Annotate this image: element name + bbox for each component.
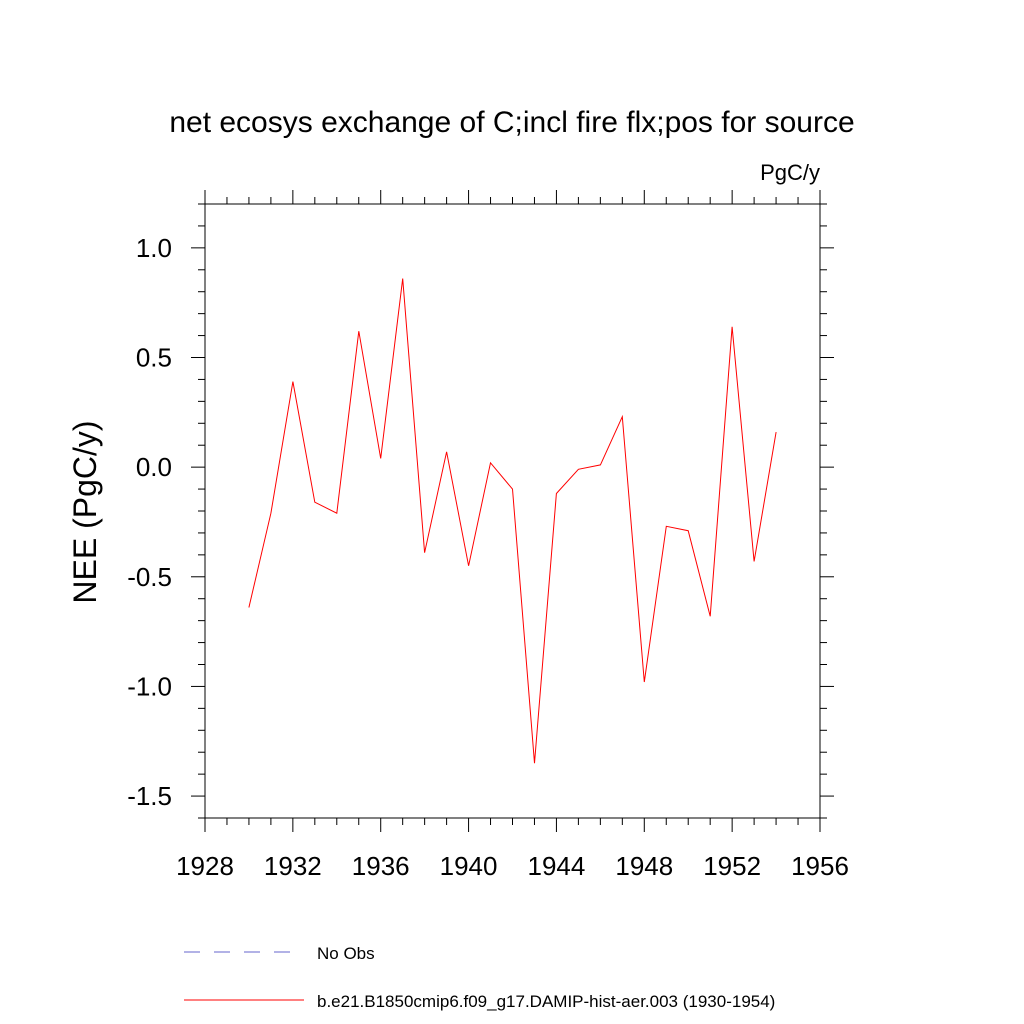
- y-tick-label: -1.0: [127, 671, 172, 701]
- y-tick-label: 0.5: [136, 343, 172, 373]
- x-tick-label: 1928: [176, 851, 234, 881]
- x-tick-label: 1952: [703, 851, 761, 881]
- x-tick-label: 1944: [528, 851, 586, 881]
- plot-area-frame: [204, 203, 821, 819]
- x-tick-label: 1948: [615, 851, 673, 881]
- legend: No Obs b.e21.B1850cmip6.f09_g17.DAMIP-his…: [184, 944, 775, 1011]
- chart-title: net ecosys exchange of C;incl fire flx;p…: [169, 106, 854, 139]
- x-tick-label: 1956: [791, 851, 849, 881]
- y-tick-label: -0.5: [127, 562, 172, 592]
- y-axis-label: NEE (PgC/y): [67, 420, 103, 603]
- legend-label: b.e21.B1850cmip6.f09_g17.DAMIP-hist-aer.…: [317, 992, 775, 1011]
- y-tick-label: -1.5: [127, 781, 172, 811]
- axis-tick-labels: 1928 1932 1936 1940 1944 1948 1952 1956 1.0 0.5 0.…: [127, 233, 849, 881]
- x-tick-label: 1940: [440, 851, 498, 881]
- legend-label: No Obs: [317, 944, 375, 963]
- x-tick-label: 1932: [264, 851, 322, 881]
- series-layer: [248, 278, 777, 764]
- x-tick-label: 1936: [352, 851, 410, 881]
- units-label: PgC/y: [760, 160, 820, 185]
- y-tick-label: 1.0: [136, 233, 172, 263]
- axis-ticks: [191, 190, 834, 832]
- series-line: [248, 278, 777, 764]
- y-tick-label: 0.0: [136, 452, 172, 482]
